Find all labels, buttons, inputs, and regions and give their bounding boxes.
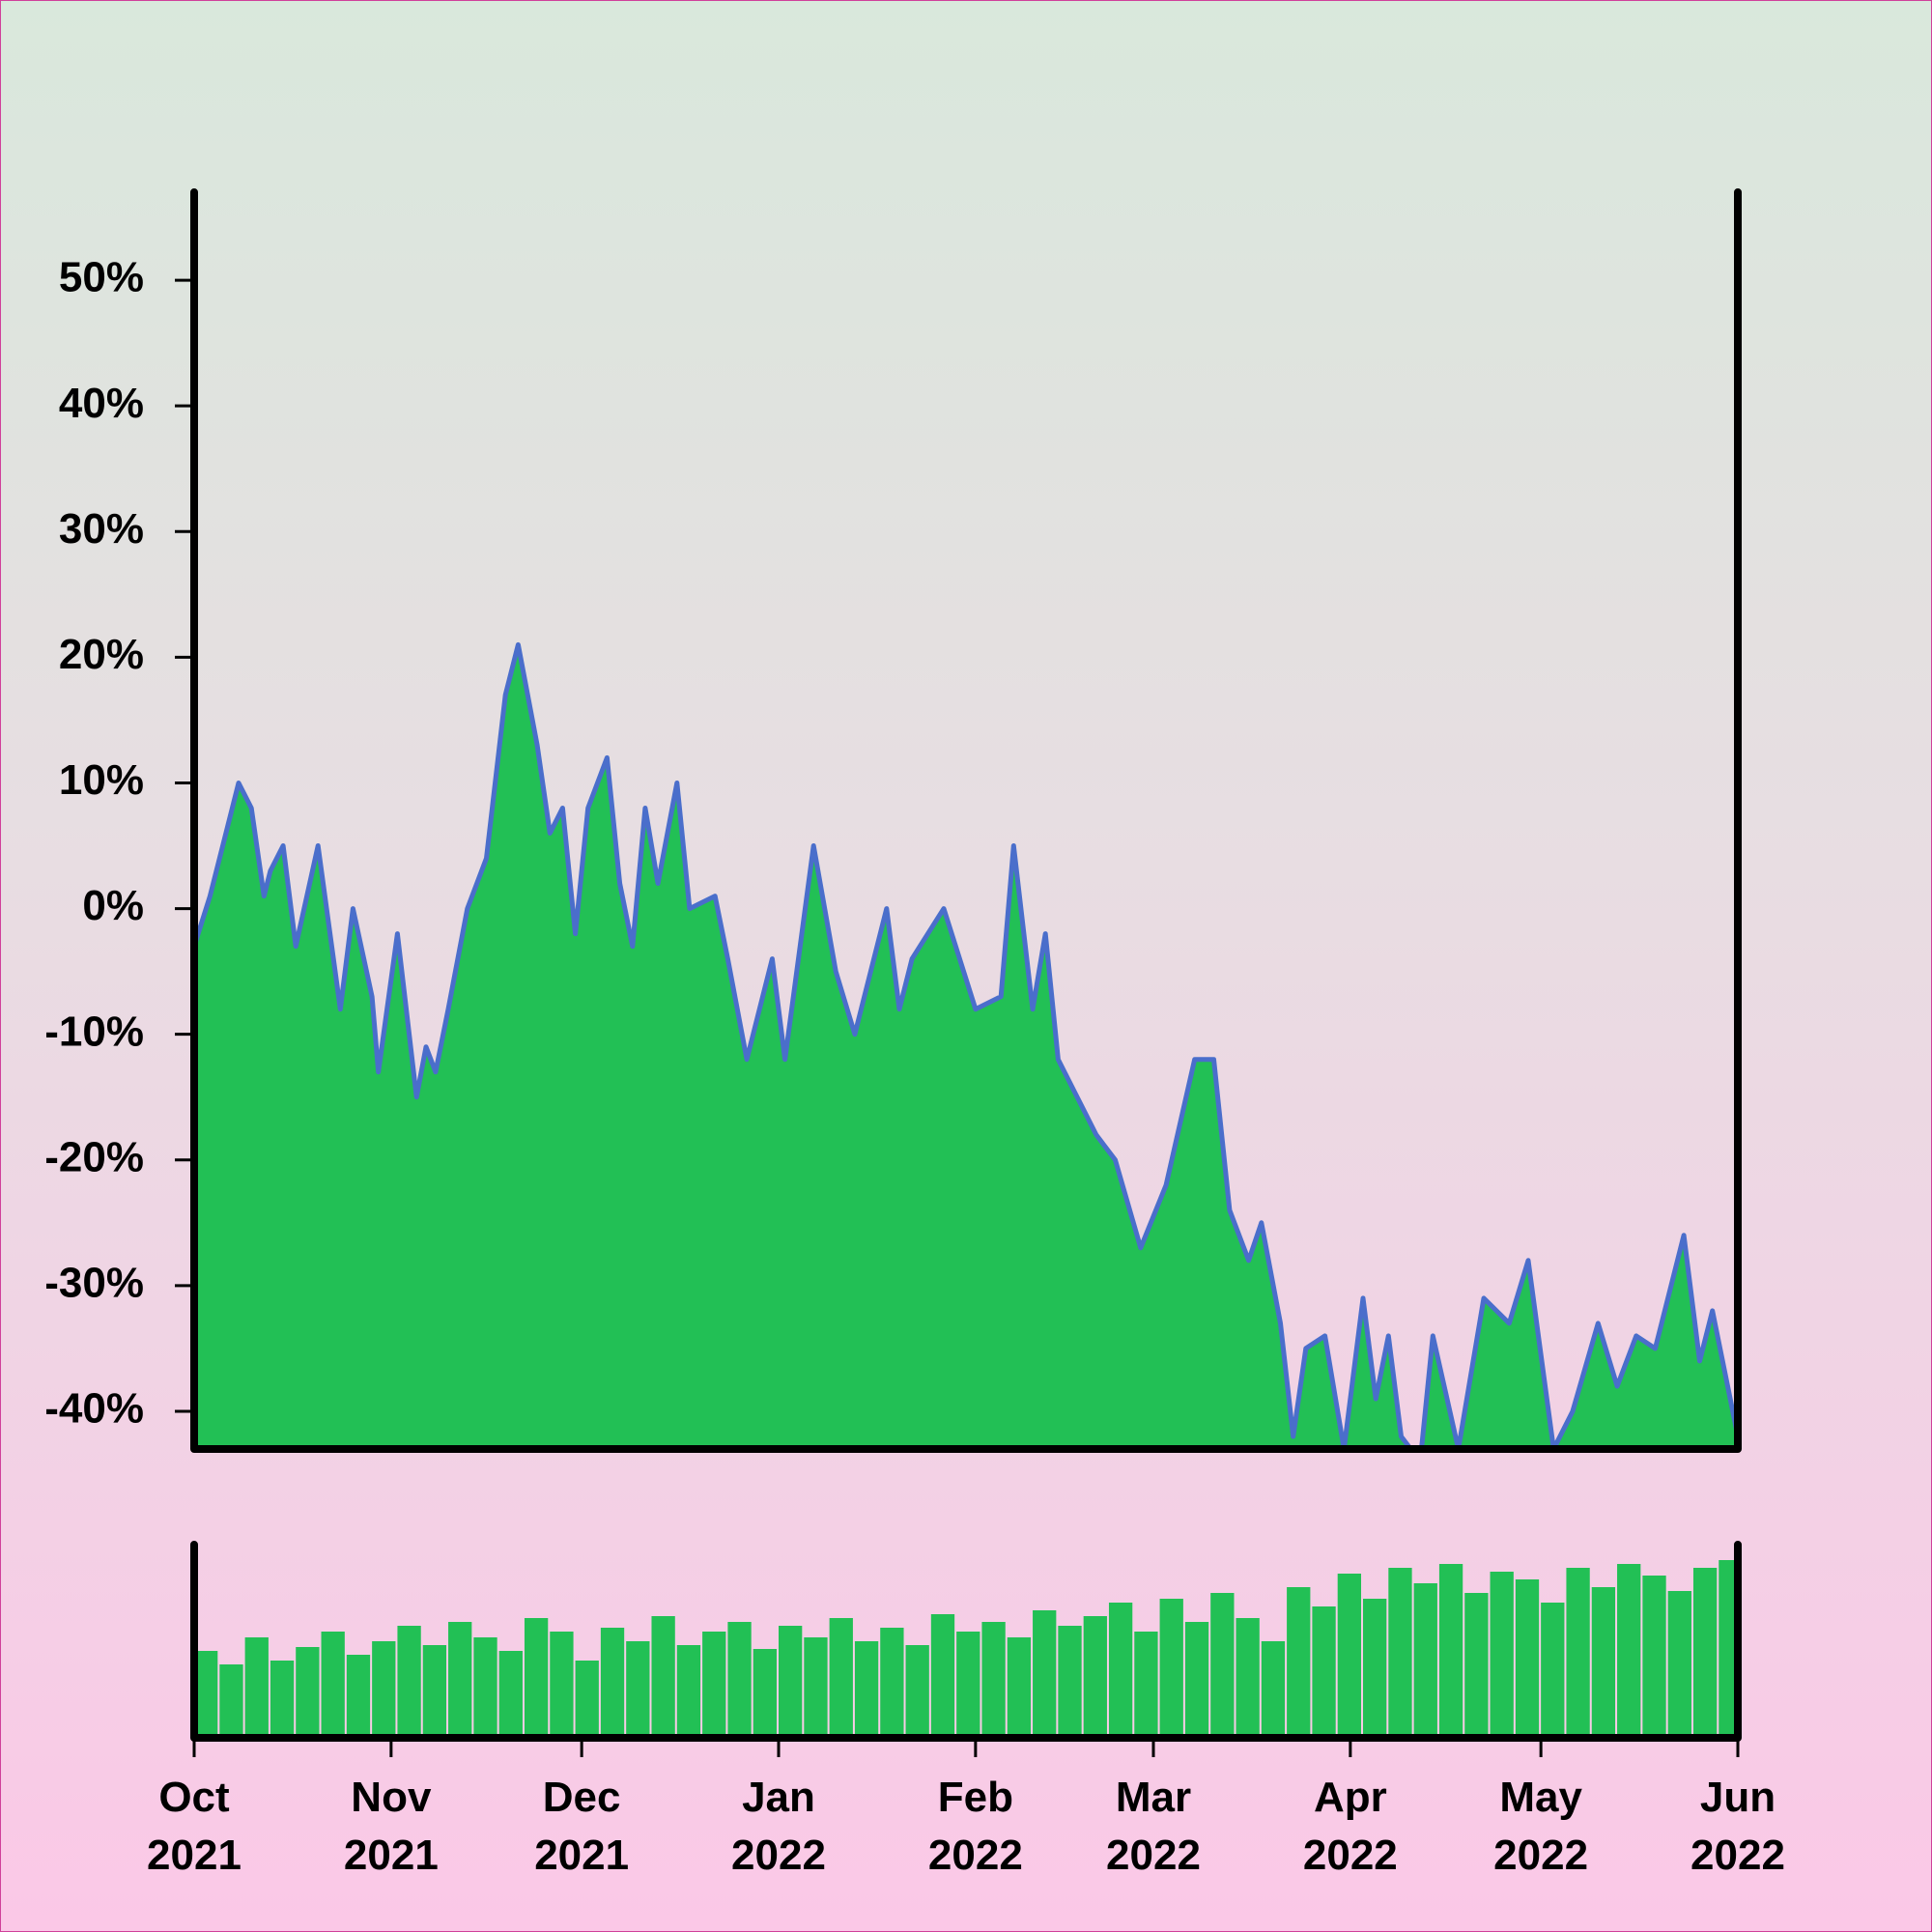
volume-bar: [550, 1632, 574, 1738]
volume-bar: [1667, 1591, 1691, 1738]
area-fill: [194, 644, 1738, 1449]
volume-bar: [372, 1641, 396, 1738]
x-tick-label: Jun 2022: [1690, 1774, 1785, 1879]
y-tick-label: -20%: [44, 1133, 144, 1180]
volume-bar: [702, 1632, 726, 1738]
x-tick-label: Feb 2022: [927, 1774, 1023, 1879]
volume-bar: [1033, 1610, 1057, 1738]
x-tick-label: May 2022: [1493, 1774, 1589, 1879]
volume-bar: [1692, 1568, 1718, 1738]
volume-bar: [1159, 1599, 1183, 1738]
volume-bar: [244, 1637, 269, 1738]
volume-bar: [524, 1618, 549, 1738]
volume-bar: [422, 1645, 447, 1738]
volume-bar: [727, 1622, 752, 1738]
volume-bar: [397, 1626, 421, 1738]
volume-bar: [829, 1618, 853, 1738]
volume-bar: [473, 1637, 497, 1738]
volume-bar: [1719, 1560, 1736, 1738]
volume-bar: [1236, 1618, 1260, 1738]
volume-bar: [1134, 1632, 1158, 1738]
plot-area: [194, 641, 1738, 1449]
axis-frame: [190, 188, 1742, 1453]
x-tick-label: Jan 2022: [731, 1774, 826, 1879]
volume-bar: [1591, 1587, 1616, 1738]
volume-bar: [981, 1622, 1006, 1738]
volume-bar: [804, 1637, 828, 1738]
line: [194, 641, 1738, 1449]
volume-bar: [346, 1655, 371, 1738]
volume-bar: [1464, 1593, 1489, 1738]
volume-bar: [753, 1649, 778, 1738]
volume-bar: [1413, 1583, 1437, 1738]
volume-bar: [1108, 1603, 1133, 1738]
y-tick-label: -10%: [44, 1008, 144, 1055]
volume-bar: [1312, 1606, 1336, 1738]
volume-bar: [1438, 1564, 1463, 1738]
x-tick-label: Dec 2021: [534, 1774, 630, 1879]
volume-bar: [1210, 1593, 1235, 1738]
volume-bar: [651, 1616, 675, 1738]
y-tick-label: -30%: [44, 1259, 144, 1306]
volume-bar: [880, 1628, 904, 1738]
volume-bar: [270, 1661, 295, 1738]
axis-frame: [190, 1541, 1742, 1742]
x-tick-label: Apr 2022: [1302, 1774, 1398, 1879]
y-tick-label: 0%: [82, 882, 144, 929]
volume-bar: [1642, 1576, 1666, 1738]
volume-bar: [1515, 1579, 1540, 1738]
volume-bar: [854, 1641, 879, 1738]
volume-bar: [575, 1661, 599, 1738]
plot-area: [194, 1560, 1736, 1738]
volume-bar: [905, 1645, 929, 1738]
y-tick-label: -40%: [44, 1385, 144, 1433]
volume-bar: [1566, 1568, 1590, 1738]
volume-bar: [1007, 1637, 1032, 1738]
x-tick-label: Nov 2021: [343, 1774, 439, 1879]
y-tick-label: 20%: [59, 631, 144, 678]
y-tick-label: 30%: [59, 505, 144, 553]
volume-bar: [194, 1651, 218, 1738]
x-tick-label: Mar 2022: [1106, 1774, 1201, 1879]
volume-bar: [448, 1622, 472, 1738]
volume-bar: [1337, 1574, 1362, 1738]
volume-bar: [498, 1651, 523, 1738]
y-tick-label: 10%: [59, 756, 144, 804]
volume-bar: [600, 1628, 625, 1738]
y-tick-label: 40%: [59, 380, 144, 427]
volume-bar: [1287, 1587, 1311, 1738]
volume-bar: [1541, 1603, 1565, 1738]
volume-bar: [321, 1632, 345, 1738]
volume-bar: [956, 1632, 980, 1738]
volume-bar: [930, 1614, 955, 1738]
y-tick-label: 50%: [59, 254, 144, 301]
volume-bar: [296, 1647, 320, 1738]
volume-bar: [1617, 1564, 1641, 1738]
volume-bar: [1058, 1626, 1082, 1738]
volume-bar: [1083, 1616, 1107, 1738]
volume-bar: [626, 1641, 650, 1738]
volume-bar: [1261, 1641, 1286, 1738]
volume-bar: [779, 1626, 803, 1738]
volume-bar: [1363, 1599, 1387, 1738]
volume-bar: [676, 1645, 701, 1738]
volume-bar: [1388, 1568, 1412, 1738]
volume-bar: [1490, 1572, 1514, 1738]
volume-bar: [1184, 1622, 1209, 1738]
x-tick-label: Oct 2021: [147, 1774, 242, 1879]
volume-bar: [219, 1664, 243, 1738]
